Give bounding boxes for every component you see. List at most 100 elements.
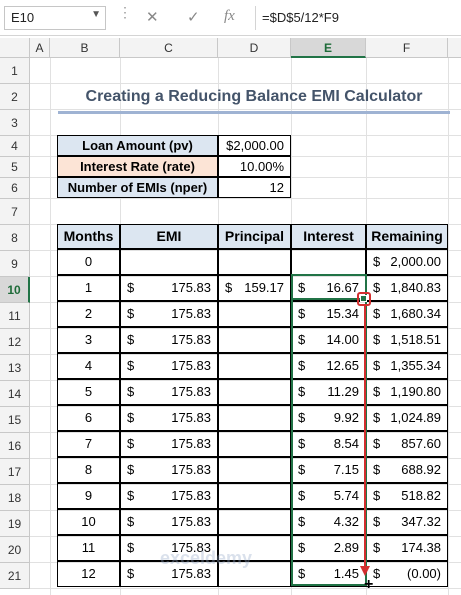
row-header-14[interactable]: 14 xyxy=(0,381,30,407)
cell-remaining[interactable]: $2,000.00 xyxy=(366,249,448,275)
currency-symbol: $ xyxy=(373,462,381,477)
cell-remaining[interactable]: $174.38 xyxy=(366,535,448,561)
amount: 15.34 xyxy=(326,306,359,321)
fill-handle[interactable] xyxy=(360,295,367,302)
cell-months[interactable]: 1 xyxy=(57,275,120,301)
cell-months[interactable]: 0 xyxy=(57,249,120,275)
cell-months[interactable]: 2 xyxy=(57,301,120,327)
gridline xyxy=(30,484,461,485)
cell-emi[interactable]: $175.83 xyxy=(120,561,218,587)
cell-emi[interactable]: $175.83 xyxy=(120,509,218,535)
column-header-g[interactable] xyxy=(448,38,461,58)
row-header-5[interactable]: 5 xyxy=(0,157,30,178)
cancel-icon[interactable]: ✕ xyxy=(146,9,159,26)
row-header-6[interactable]: 6 xyxy=(0,178,30,199)
cell-remaining[interactable]: $1,024.89 xyxy=(366,405,448,431)
cell-months[interactable]: 3 xyxy=(57,327,120,353)
amount: 1,024.89 xyxy=(390,410,441,425)
cell-emi[interactable]: $175.83 xyxy=(120,483,218,509)
cell-principal[interactable] xyxy=(218,353,291,379)
cell-months[interactable]: 12 xyxy=(57,561,120,587)
select-all-corner[interactable] xyxy=(0,38,30,58)
row-header-7[interactable]: 7 xyxy=(0,199,30,225)
currency-symbol: $ xyxy=(373,540,381,555)
column-header-f[interactable]: F xyxy=(366,38,448,58)
cell-principal[interactable] xyxy=(218,535,291,561)
row-header-17[interactable]: 17 xyxy=(0,459,30,485)
cell-remaining[interactable]: $688.92 xyxy=(366,457,448,483)
cell-months[interactable]: 5 xyxy=(57,379,120,405)
cell-months[interactable]: 8 xyxy=(57,457,120,483)
cell-principal[interactable] xyxy=(218,379,291,405)
cell-months[interactable]: 9 xyxy=(57,483,120,509)
cell-months[interactable]: 7 xyxy=(57,431,120,457)
cell-remaining[interactable]: $347.32 xyxy=(366,509,448,535)
cell-principal[interactable] xyxy=(218,561,291,587)
cell-remaining[interactable]: $1,680.34 xyxy=(366,301,448,327)
cell-emi[interactable]: $175.83 xyxy=(120,275,218,301)
cell-emi[interactable]: $175.83 xyxy=(120,405,218,431)
cell-interest[interactable] xyxy=(291,249,366,275)
cell-emi[interactable] xyxy=(120,249,218,275)
cell-emi[interactable]: $175.83 xyxy=(120,431,218,457)
row-header-3[interactable]: 3 xyxy=(0,110,30,136)
active-cell[interactable] xyxy=(291,274,367,300)
cell-months[interactable]: 6 xyxy=(57,405,120,431)
chevron-down-icon[interactable]: ▼ xyxy=(91,9,101,20)
cell-remaining[interactable]: $1,355.34 xyxy=(366,353,448,379)
cell-emi[interactable]: $175.83 xyxy=(120,457,218,483)
row-header-11[interactable]: 11 xyxy=(0,303,30,329)
formula-bar-grip-icon[interactable]: ⋮ xyxy=(118,4,132,20)
cell-remaining[interactable]: $857.60 xyxy=(366,431,448,457)
column-header-a[interactable]: A xyxy=(30,38,50,58)
cell-principal[interactable] xyxy=(218,249,291,275)
row-header-1[interactable]: 1 xyxy=(0,58,30,84)
cell-principal[interactable]: $159.17 xyxy=(218,275,291,301)
cell-emi[interactable]: $175.83 xyxy=(120,301,218,327)
name-box[interactable]: E10 ▼ xyxy=(4,6,106,30)
formula-input[interactable]: =$D$5/12*F9 xyxy=(255,6,459,30)
column-header-c[interactable]: C xyxy=(120,38,218,58)
fill-handle-highlight xyxy=(357,292,371,306)
cell-months[interactable]: 4 xyxy=(57,353,120,379)
row-header-9[interactable]: 9 xyxy=(0,251,30,277)
loan-amount-value[interactable]: $2,000.00 xyxy=(218,135,291,156)
fx-icon[interactable]: fx xyxy=(224,8,235,24)
cell-remaining[interactable]: $518.82 xyxy=(366,483,448,509)
row-header-15[interactable]: 15 xyxy=(0,407,30,433)
column-header-e[interactable]: E xyxy=(291,38,366,58)
cell-principal[interactable] xyxy=(218,405,291,431)
row-header-18[interactable]: 18 xyxy=(0,485,30,511)
cell-emi[interactable]: $175.83 xyxy=(120,327,218,353)
row-header-4[interactable]: 4 xyxy=(0,136,30,157)
row-header-10[interactable]: 10 xyxy=(0,277,30,303)
cell-months[interactable]: 10 xyxy=(57,509,120,535)
cell-principal[interactable] xyxy=(218,301,291,327)
row-header-8[interactable]: 8 xyxy=(0,225,30,251)
column-header-b[interactable]: B xyxy=(50,38,120,58)
interest-rate-value[interactable]: 10.00% xyxy=(218,156,291,177)
nper-value[interactable]: 12 xyxy=(218,177,291,198)
cell-principal[interactable] xyxy=(218,483,291,509)
row-header-21[interactable]: 21 xyxy=(0,563,30,589)
checkmark-icon[interactable]: ✓ xyxy=(187,9,200,26)
row-header-2[interactable]: 2 xyxy=(0,84,30,110)
row-header-16[interactable]: 16 xyxy=(0,433,30,459)
cell-remaining[interactable]: $ (0.00) xyxy=(366,561,448,587)
row-header-20[interactable]: 20 xyxy=(0,537,30,563)
cell-months[interactable]: 11 xyxy=(57,535,120,561)
cell-principal[interactable] xyxy=(218,457,291,483)
cell-emi[interactable]: $175.83 xyxy=(120,535,218,561)
cell-emi[interactable]: $175.83 xyxy=(120,353,218,379)
cell-principal[interactable] xyxy=(218,431,291,457)
column-header-d[interactable]: D xyxy=(218,38,291,58)
cell-remaining[interactable]: $1,840.83 xyxy=(366,275,448,301)
row-header-19[interactable]: 19 xyxy=(0,511,30,537)
cell-principal[interactable] xyxy=(218,509,291,535)
cell-remaining[interactable]: $1,190.80 xyxy=(366,379,448,405)
row-header-12[interactable]: 12 xyxy=(0,329,30,355)
row-header-13[interactable]: 13 xyxy=(0,355,30,381)
cell-remaining[interactable]: $1,518.51 xyxy=(366,327,448,353)
cell-principal[interactable] xyxy=(218,327,291,353)
cell-emi[interactable]: $175.83 xyxy=(120,379,218,405)
